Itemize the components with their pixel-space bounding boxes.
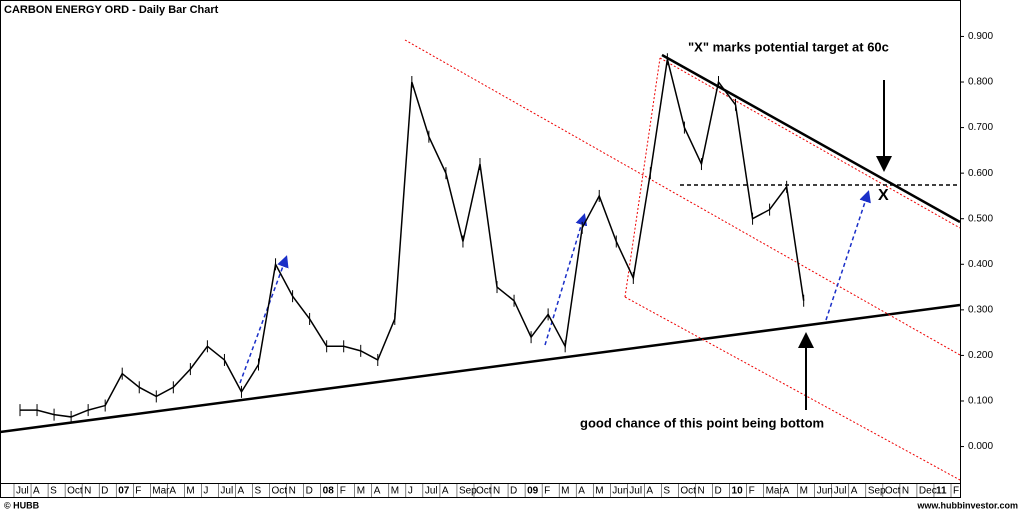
x-tick-label: Jun: [817, 486, 833, 497]
x-tick-label: A: [442, 486, 449, 497]
x-tick-label: 10: [732, 486, 744, 497]
annotation: "X" marks potential target at 60c: [688, 39, 889, 54]
y-tick-label: 0.300: [968, 304, 993, 315]
x-tick-label: Jul: [425, 486, 438, 497]
x-tick-label: M: [561, 486, 569, 497]
y-tick-label: 0.500: [968, 213, 993, 224]
support-line: [0, 303, 961, 434]
x-tick-label: A: [33, 486, 40, 497]
annotation: X: [878, 187, 889, 204]
x-tick-label: A: [851, 486, 858, 497]
x-axis-strip: [0, 483, 961, 498]
x-tick-label: Jul: [220, 486, 233, 497]
channel-line: [624, 57, 661, 298]
x-tick-label: A: [237, 486, 244, 497]
y-tick-label: 0.600: [968, 168, 993, 179]
x-tick-label: S: [255, 486, 262, 497]
y-tick-label: 0.000: [968, 441, 993, 452]
x-tick-label: A: [646, 486, 653, 497]
x-tick-label: M: [800, 486, 808, 497]
x-tick-label: N: [493, 486, 500, 497]
x-tick-label: Oct: [680, 486, 696, 497]
x-tick-label: Dec: [919, 486, 937, 497]
y-tick-label: 0.200: [968, 350, 993, 361]
x-tick-label: Mar: [766, 486, 784, 497]
x-tick-label: A: [783, 486, 790, 497]
trend-lines: [0, 39, 961, 481]
x-tick-label: Jul: [834, 486, 847, 497]
x-tick-label: A: [578, 486, 585, 497]
x-tick-label: M: [391, 486, 399, 497]
x-tick-label: F: [544, 486, 550, 497]
x-tick-label: Mar: [152, 486, 170, 497]
resistance-line: [661, 53, 961, 224]
x-tick-label: Sep: [868, 486, 886, 497]
x-tick-label: F: [340, 486, 346, 497]
x-tick-label: Jun: [612, 486, 628, 497]
plot-area: [0, 0, 961, 484]
x-tick-label: D: [101, 486, 108, 497]
x-tick-label: D: [306, 486, 313, 497]
channel-line: [659, 57, 961, 229]
credit: © HUBB: [4, 500, 40, 510]
x-tick-label: S: [50, 486, 57, 497]
y-tick-label: 0.900: [968, 31, 993, 42]
x-tick-label: S: [663, 486, 670, 497]
x-tick-label: Oct: [476, 486, 492, 497]
x-tick-label: A: [169, 486, 176, 497]
x-tick-label: 11: [936, 486, 947, 497]
x-tick-label: J: [203, 486, 208, 497]
x-tick-label: F: [135, 486, 141, 497]
x-tick-label: F: [953, 486, 959, 497]
website: www.hubbinvestor.com: [916, 500, 1018, 510]
y-tick-label: 0.700: [968, 122, 993, 133]
x-tick-label: N: [902, 486, 909, 497]
annotation: good chance of this point being bottom: [580, 415, 824, 430]
x-tick-label: J: [408, 486, 413, 497]
x-tick-label: D: [714, 486, 721, 497]
x-tick-label: Oct: [67, 486, 83, 497]
x-tick-label: F: [749, 486, 755, 497]
x-tick-label: 09: [527, 486, 539, 497]
x-tick-label: Sep: [459, 486, 477, 497]
arrow: [544, 213, 588, 346]
x-tick-label: Jul: [629, 486, 642, 497]
arrow: [239, 255, 289, 384]
y-tick-label: 0.800: [968, 77, 993, 88]
x-tick-label: N: [289, 486, 296, 497]
y-tick-label: 0.400: [968, 259, 993, 270]
y-tick-label: 0.100: [968, 396, 993, 407]
x-tick-label: Jul: [16, 486, 29, 497]
arrow: [825, 190, 871, 321]
x-tick-label: M: [357, 486, 365, 497]
x-tick-label: Oct: [272, 486, 288, 497]
x-tick-label: M: [595, 486, 603, 497]
x-tick-label: A: [374, 486, 381, 497]
x-tick-label: Oct: [885, 486, 901, 497]
x-tick-label: D: [510, 486, 517, 497]
x-tick-label: M: [186, 486, 194, 497]
x-tick-label: 07: [118, 486, 130, 497]
chart-title: CARBON ENERGY ORD - Daily Bar Chart: [4, 4, 219, 16]
x-tick-label: N: [84, 486, 91, 497]
x-tick-label: 08: [323, 486, 335, 497]
x-tick-label: N: [697, 486, 704, 497]
